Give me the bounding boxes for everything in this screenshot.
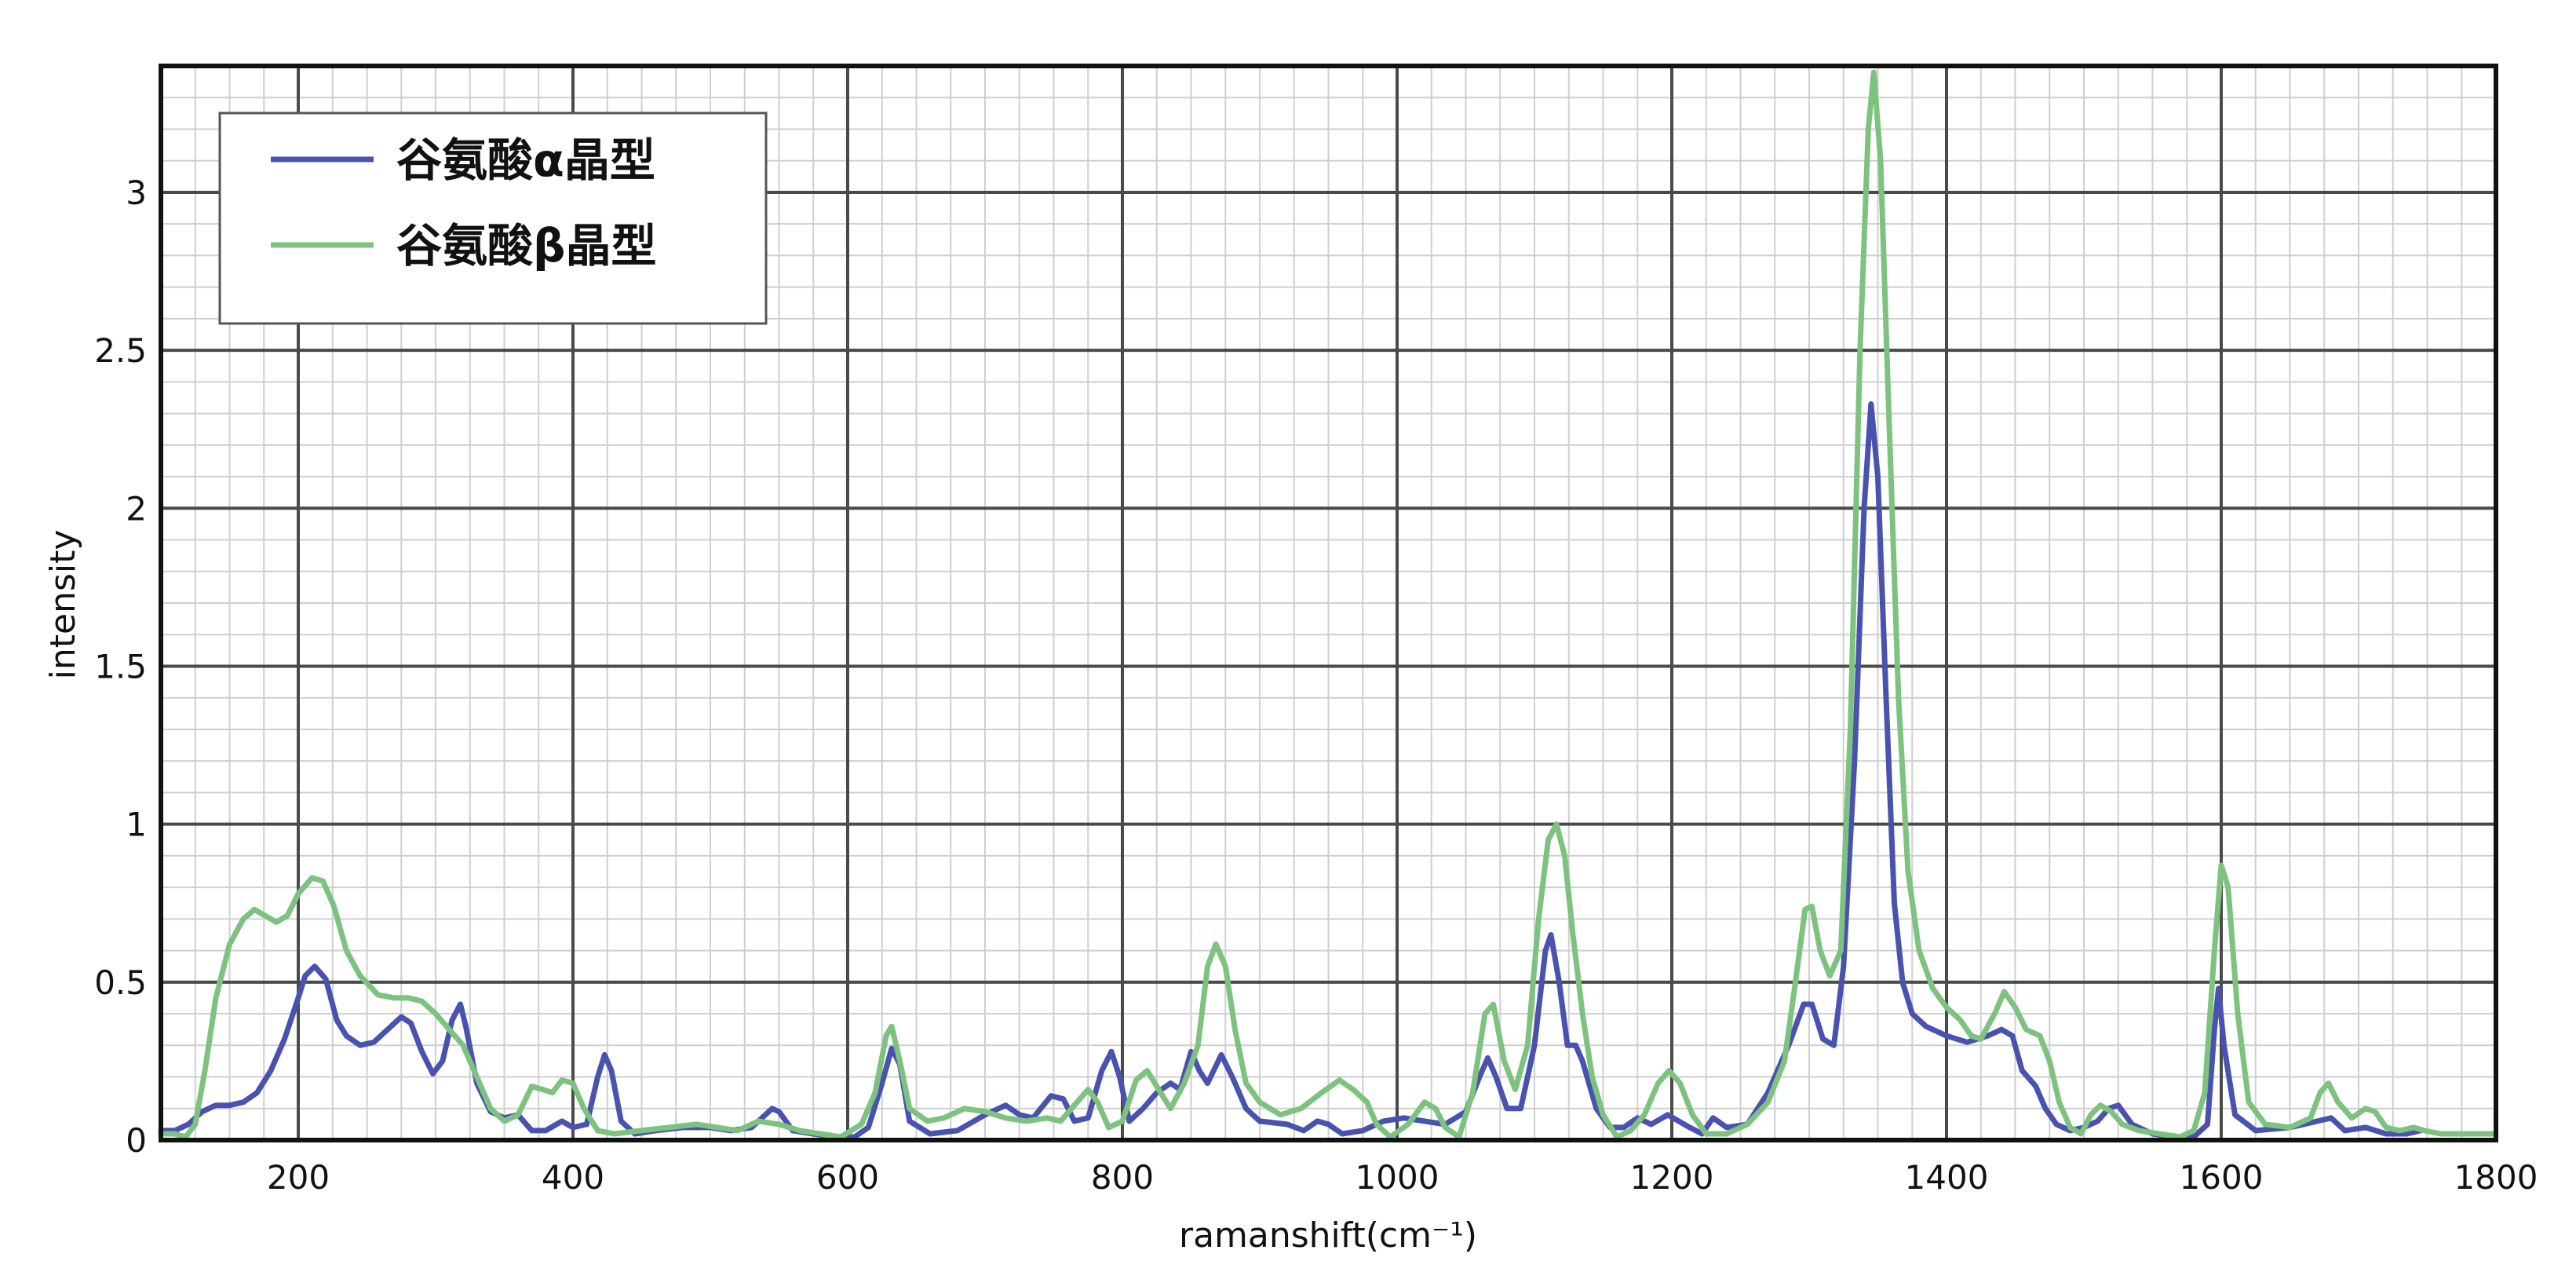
x-tick-label: 400 — [542, 1158, 604, 1197]
x-tick-label: 800 — [1091, 1158, 1154, 1197]
plot-frame — [159, 64, 2498, 1142]
x-tick-labels: 200 400 600 800 1000 1200 1400 1600 1800 — [267, 1158, 2538, 1197]
x-tick-label: 1400 — [1905, 1158, 1989, 1197]
y-tick-label: 1.5 — [94, 647, 147, 685]
legend-label-beta: 谷氨酸β晶型 — [396, 219, 657, 272]
y-tick-label: 2.5 — [94, 331, 147, 370]
x-tick-label: 1800 — [2454, 1158, 2538, 1197]
y-tick-labels: 0 0.5 1 1.5 2 2.5 3 — [94, 174, 147, 1160]
y-tick-label: 2 — [126, 489, 147, 528]
y-axis-label: intensity — [43, 530, 83, 680]
legend-box — [218, 111, 768, 325]
y-tick-label: 0 — [126, 1121, 147, 1160]
x-tick-label: 1000 — [1356, 1158, 1439, 1197]
x-tick-label: 200 — [267, 1158, 330, 1197]
y-tick-label: 3 — [126, 174, 147, 212]
major-grid — [161, 66, 2496, 1140]
legend: 谷氨酸α晶型 谷氨酸β晶型 — [218, 111, 768, 325]
x-tick-label: 1600 — [2180, 1158, 2264, 1197]
series-lines — [158, 69, 2499, 1140]
x-tick-label: 600 — [816, 1158, 879, 1197]
y-tick-label: 0.5 — [94, 963, 147, 1002]
legend-label-alpha: 谷氨酸α晶型 — [396, 133, 655, 187]
y-tick-label: 1 — [126, 806, 147, 844]
series-line-beta — [158, 69, 2499, 1140]
x-tick-label: 1200 — [1630, 1158, 1714, 1197]
x-axis-label: ramanshift(cm⁻¹) — [1179, 1215, 1477, 1256]
